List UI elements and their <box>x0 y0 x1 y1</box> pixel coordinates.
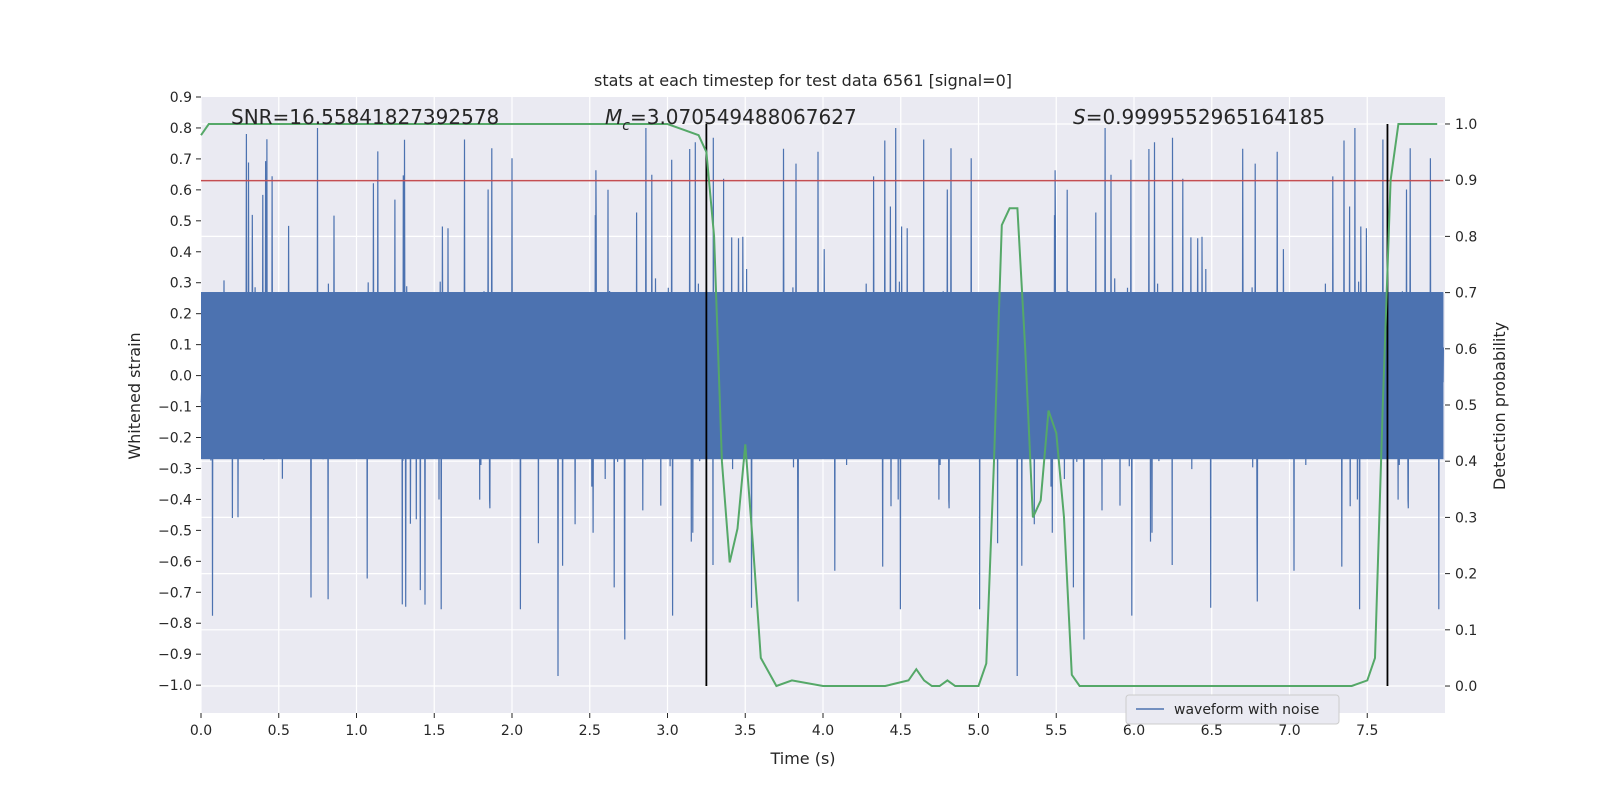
y2-tick-label: 0.7 <box>1455 286 1477 302</box>
s-annotation: S=0.9999552965164185 <box>1073 105 1325 129</box>
s-symbol: S <box>1073 105 1086 129</box>
legend-label: waveform with noise <box>1174 702 1319 718</box>
y-tick-label: 0.3 <box>170 276 192 292</box>
legend: waveform with noise <box>1125 694 1340 725</box>
y2-tick-label: 0.4 <box>1455 454 1477 470</box>
y-tick-label: −0.2 <box>158 431 192 447</box>
waveform-core <box>201 292 1444 460</box>
chart-title: stats at each timestep for test data 656… <box>594 71 1012 90</box>
y-tick-label: −0.8 <box>158 616 192 632</box>
probability-series <box>200 123 1438 688</box>
x-tick-label: 2.5 <box>579 723 601 739</box>
y-axis-ticks: 0.9 0.8 0.7 0.6 0.5 0.4 0.3 0.2 0.1 0.0 −0.1 −0.2 −0… <box>158 90 201 694</box>
vertical-markers <box>705 123 1389 687</box>
y-tick-label: −0.6 <box>158 554 192 570</box>
y-tick-label: −0.5 <box>158 523 192 539</box>
y-tick-label: 0.8 <box>170 121 192 137</box>
y-tick-label: 0.4 <box>170 245 192 261</box>
x-tick-label: 4.5 <box>890 723 912 739</box>
x-tick-label: 3.0 <box>656 723 678 739</box>
x-tick-label: 1.5 <box>423 723 445 739</box>
x-tick-label: 7.0 <box>1278 723 1300 739</box>
y-tick-label: 0.1 <box>170 338 192 354</box>
y-tick-label: −0.9 <box>158 647 192 663</box>
waveform-series <box>200 127 1444 677</box>
mc-value: =3.070549488067627 <box>630 105 857 129</box>
y-tick-label: 0.6 <box>170 183 192 199</box>
y2-axis-ticks: 0.0 0.1 0.2 0.3 0.4 0.5 0.6 0.7 0.8 0.9 1.0 <box>1445 117 1477 695</box>
y2-tick-label: 0.1 <box>1455 623 1477 639</box>
s-value: =0.9999552965164185 <box>1086 105 1325 129</box>
x-tick-label: 5.5 <box>1045 723 1067 739</box>
x-tick-label: 7.5 <box>1356 723 1378 739</box>
x-tick-label: 3.5 <box>734 723 756 739</box>
y2-tick-label: 0.8 <box>1455 229 1477 245</box>
y-tick-label: −0.3 <box>158 461 192 477</box>
y-tick-label: −1.0 <box>158 678 192 694</box>
y2-tick-label: 0.9 <box>1455 173 1477 189</box>
y2-tick-label: 0.5 <box>1455 398 1477 414</box>
y-tick-label: 0.0 <box>170 369 192 385</box>
x-tick-label: 6.5 <box>1201 723 1223 739</box>
chirp-mass-annotation: Mc=3.070549488067627 <box>605 105 857 134</box>
y-tick-label: 0.7 <box>170 152 192 168</box>
x-tick-label: 1.0 <box>345 723 367 739</box>
x-axis-label: Time (s) <box>769 749 835 768</box>
y-axis-label: Whitened strain <box>125 332 144 459</box>
y-tick-label: 0.2 <box>170 307 192 323</box>
x-tick-label: 4.0 <box>812 723 834 739</box>
y2-tick-label: 0.6 <box>1455 342 1477 358</box>
mc-symbol: M <box>605 105 622 129</box>
x-tick-label: 5.0 <box>967 723 989 739</box>
y-tick-label: 0.9 <box>170 90 192 106</box>
y2-tick-label: 0.2 <box>1455 567 1477 583</box>
y2-tick-label: 1.0 <box>1455 117 1477 133</box>
y-tick-label: −0.1 <box>158 400 192 416</box>
probability-line <box>200 123 1438 688</box>
x-tick-label: 0.0 <box>190 723 212 739</box>
x-axis-ticks: 0.0 0.5 1.0 1.5 2.0 2.5 3.0 3.5 4.0 4.5 5.0 5.5 6.0 6… <box>190 713 1378 739</box>
y2-tick-label: 0.3 <box>1455 510 1477 526</box>
y-tick-label: 0.5 <box>170 214 192 230</box>
y2-axis-label: Detection probability <box>1490 322 1509 490</box>
x-tick-label: 2.0 <box>501 723 523 739</box>
y2-tick-label: 0.0 <box>1455 679 1477 695</box>
x-tick-label: 6.0 <box>1123 723 1145 739</box>
mc-subscript: c <box>622 118 630 134</box>
y-tick-label: −0.4 <box>158 492 192 508</box>
x-tick-label: 0.5 <box>268 723 290 739</box>
snr-annotation: SNR=16.55841827392578 <box>231 105 499 129</box>
legend-box <box>1125 694 1340 725</box>
y-tick-label: −0.7 <box>158 585 192 601</box>
